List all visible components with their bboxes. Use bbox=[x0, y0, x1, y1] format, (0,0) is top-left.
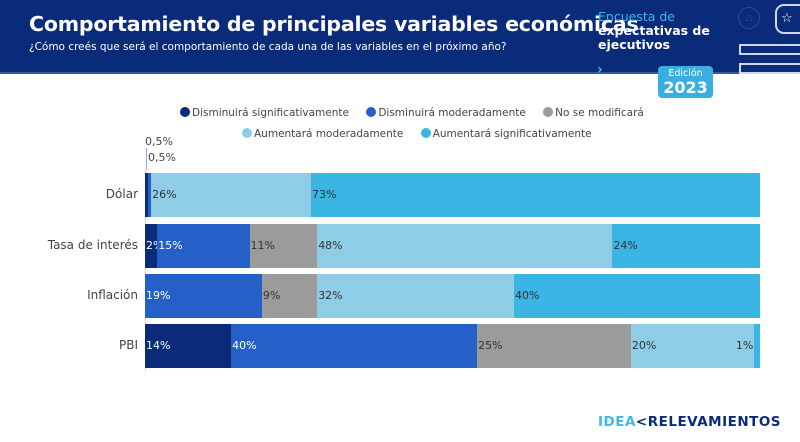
legend-item: Aumentará moderadamente bbox=[242, 128, 403, 140]
bar-segment bbox=[157, 224, 250, 268]
y-axis-line bbox=[145, 170, 146, 371]
legend-row-1: Disminuirá significativamente Disminuirá… bbox=[180, 107, 658, 119]
bar-segment bbox=[311, 173, 760, 217]
idea-relevamientos-logo: IDEA<RELEVAMIENTOS bbox=[598, 414, 781, 430]
legend-label: Disminuirá significativamente bbox=[192, 107, 349, 119]
legend-swatch bbox=[543, 107, 554, 117]
data-label: 73% bbox=[312, 188, 337, 201]
legend-item: Aumentará significativamente bbox=[420, 128, 592, 140]
data-label: 40% bbox=[515, 289, 540, 302]
data-label: 40% bbox=[232, 339, 257, 352]
legend-label: Aumentará significativamente bbox=[432, 128, 592, 140]
chart-subtitle: ¿Cómo creés que será el comportamiento d… bbox=[29, 41, 507, 53]
bar-segment bbox=[514, 274, 760, 318]
star-icon: ☆ bbox=[775, 4, 800, 34]
decorative-bar bbox=[739, 44, 800, 55]
legend-item: Disminuirá moderadamente bbox=[366, 107, 526, 119]
bar-segment bbox=[145, 224, 158, 268]
triangle-icon: △ bbox=[738, 7, 760, 29]
legend-swatch bbox=[366, 107, 377, 117]
data-label: 48% bbox=[318, 239, 343, 252]
legend-label: Aumentará moderadamente bbox=[254, 128, 404, 140]
bar-segment bbox=[148, 173, 152, 217]
category-label: Dólar bbox=[105, 187, 138, 201]
annotation-label: 0,5% bbox=[148, 151, 176, 164]
logo-idea: IDEA bbox=[598, 414, 636, 430]
bar-segment bbox=[317, 224, 613, 268]
survey-title: Encuesta de expectativas de ejecutivos bbox=[598, 10, 710, 52]
edition-year: 2023 bbox=[663, 78, 708, 97]
data-label: 19% bbox=[146, 289, 171, 302]
logo-arrow: < bbox=[635, 414, 648, 430]
bar-segment bbox=[477, 324, 631, 368]
legend-item: No se modificará bbox=[543, 107, 644, 119]
data-label: 26% bbox=[152, 188, 177, 201]
edition-label: Edición bbox=[668, 68, 703, 79]
category-label: Tasa de interés bbox=[47, 238, 138, 252]
bar-segment bbox=[630, 324, 754, 368]
legend-swatch bbox=[242, 128, 252, 138]
survey-line-2: expectativas de bbox=[598, 23, 710, 38]
data-label: 9% bbox=[262, 289, 281, 302]
legend-swatch bbox=[420, 128, 431, 138]
data-label: 15% bbox=[158, 239, 183, 252]
data-label: 1% bbox=[735, 339, 754, 352]
legend-item: Disminuirá significativamente bbox=[180, 107, 349, 119]
survey-line-1: Encuesta de bbox=[598, 9, 675, 24]
legend-row-2: Aumentará moderadamente Aumentará signif… bbox=[242, 128, 606, 140]
bar-segment bbox=[145, 324, 232, 368]
bar-segment bbox=[612, 224, 760, 268]
logo-relevamientos: RELEVAMIENTOS bbox=[647, 414, 782, 430]
survey-line-3: ejecutivos bbox=[598, 37, 670, 52]
bar-segment bbox=[317, 274, 514, 318]
bar-segment bbox=[261, 274, 318, 318]
legend-label: Disminuirá moderadamente bbox=[378, 107, 526, 119]
category-label: PBI bbox=[118, 338, 138, 352]
chart-title: Comportamiento de principales variables … bbox=[29, 12, 639, 36]
bar-segment bbox=[151, 173, 312, 217]
chevron-right-icon: › bbox=[597, 62, 603, 78]
bar-segment bbox=[145, 173, 149, 217]
category-label: Inflación bbox=[87, 288, 138, 302]
data-label: 20% bbox=[631, 339, 657, 352]
data-label: 24% bbox=[613, 239, 638, 252]
edition-badge: Edición 2023 bbox=[658, 66, 713, 98]
bar-segment bbox=[145, 274, 262, 318]
data-label: 14% bbox=[146, 339, 171, 352]
header-divider bbox=[0, 72, 800, 74]
header-banner bbox=[0, 0, 800, 72]
decorative-bar bbox=[739, 63, 800, 74]
bar-segment bbox=[231, 324, 478, 368]
bar-segment bbox=[753, 324, 760, 368]
bar-segment bbox=[249, 224, 318, 268]
data-label: 11% bbox=[250, 239, 275, 252]
legend-swatch bbox=[180, 107, 190, 117]
data-label: 32% bbox=[318, 289, 343, 302]
legend-label: No se modificará bbox=[555, 107, 644, 119]
annotation-leader-line bbox=[146, 148, 147, 170]
annotation-label: 0,5% bbox=[145, 135, 173, 148]
data-label: 25% bbox=[478, 339, 503, 352]
